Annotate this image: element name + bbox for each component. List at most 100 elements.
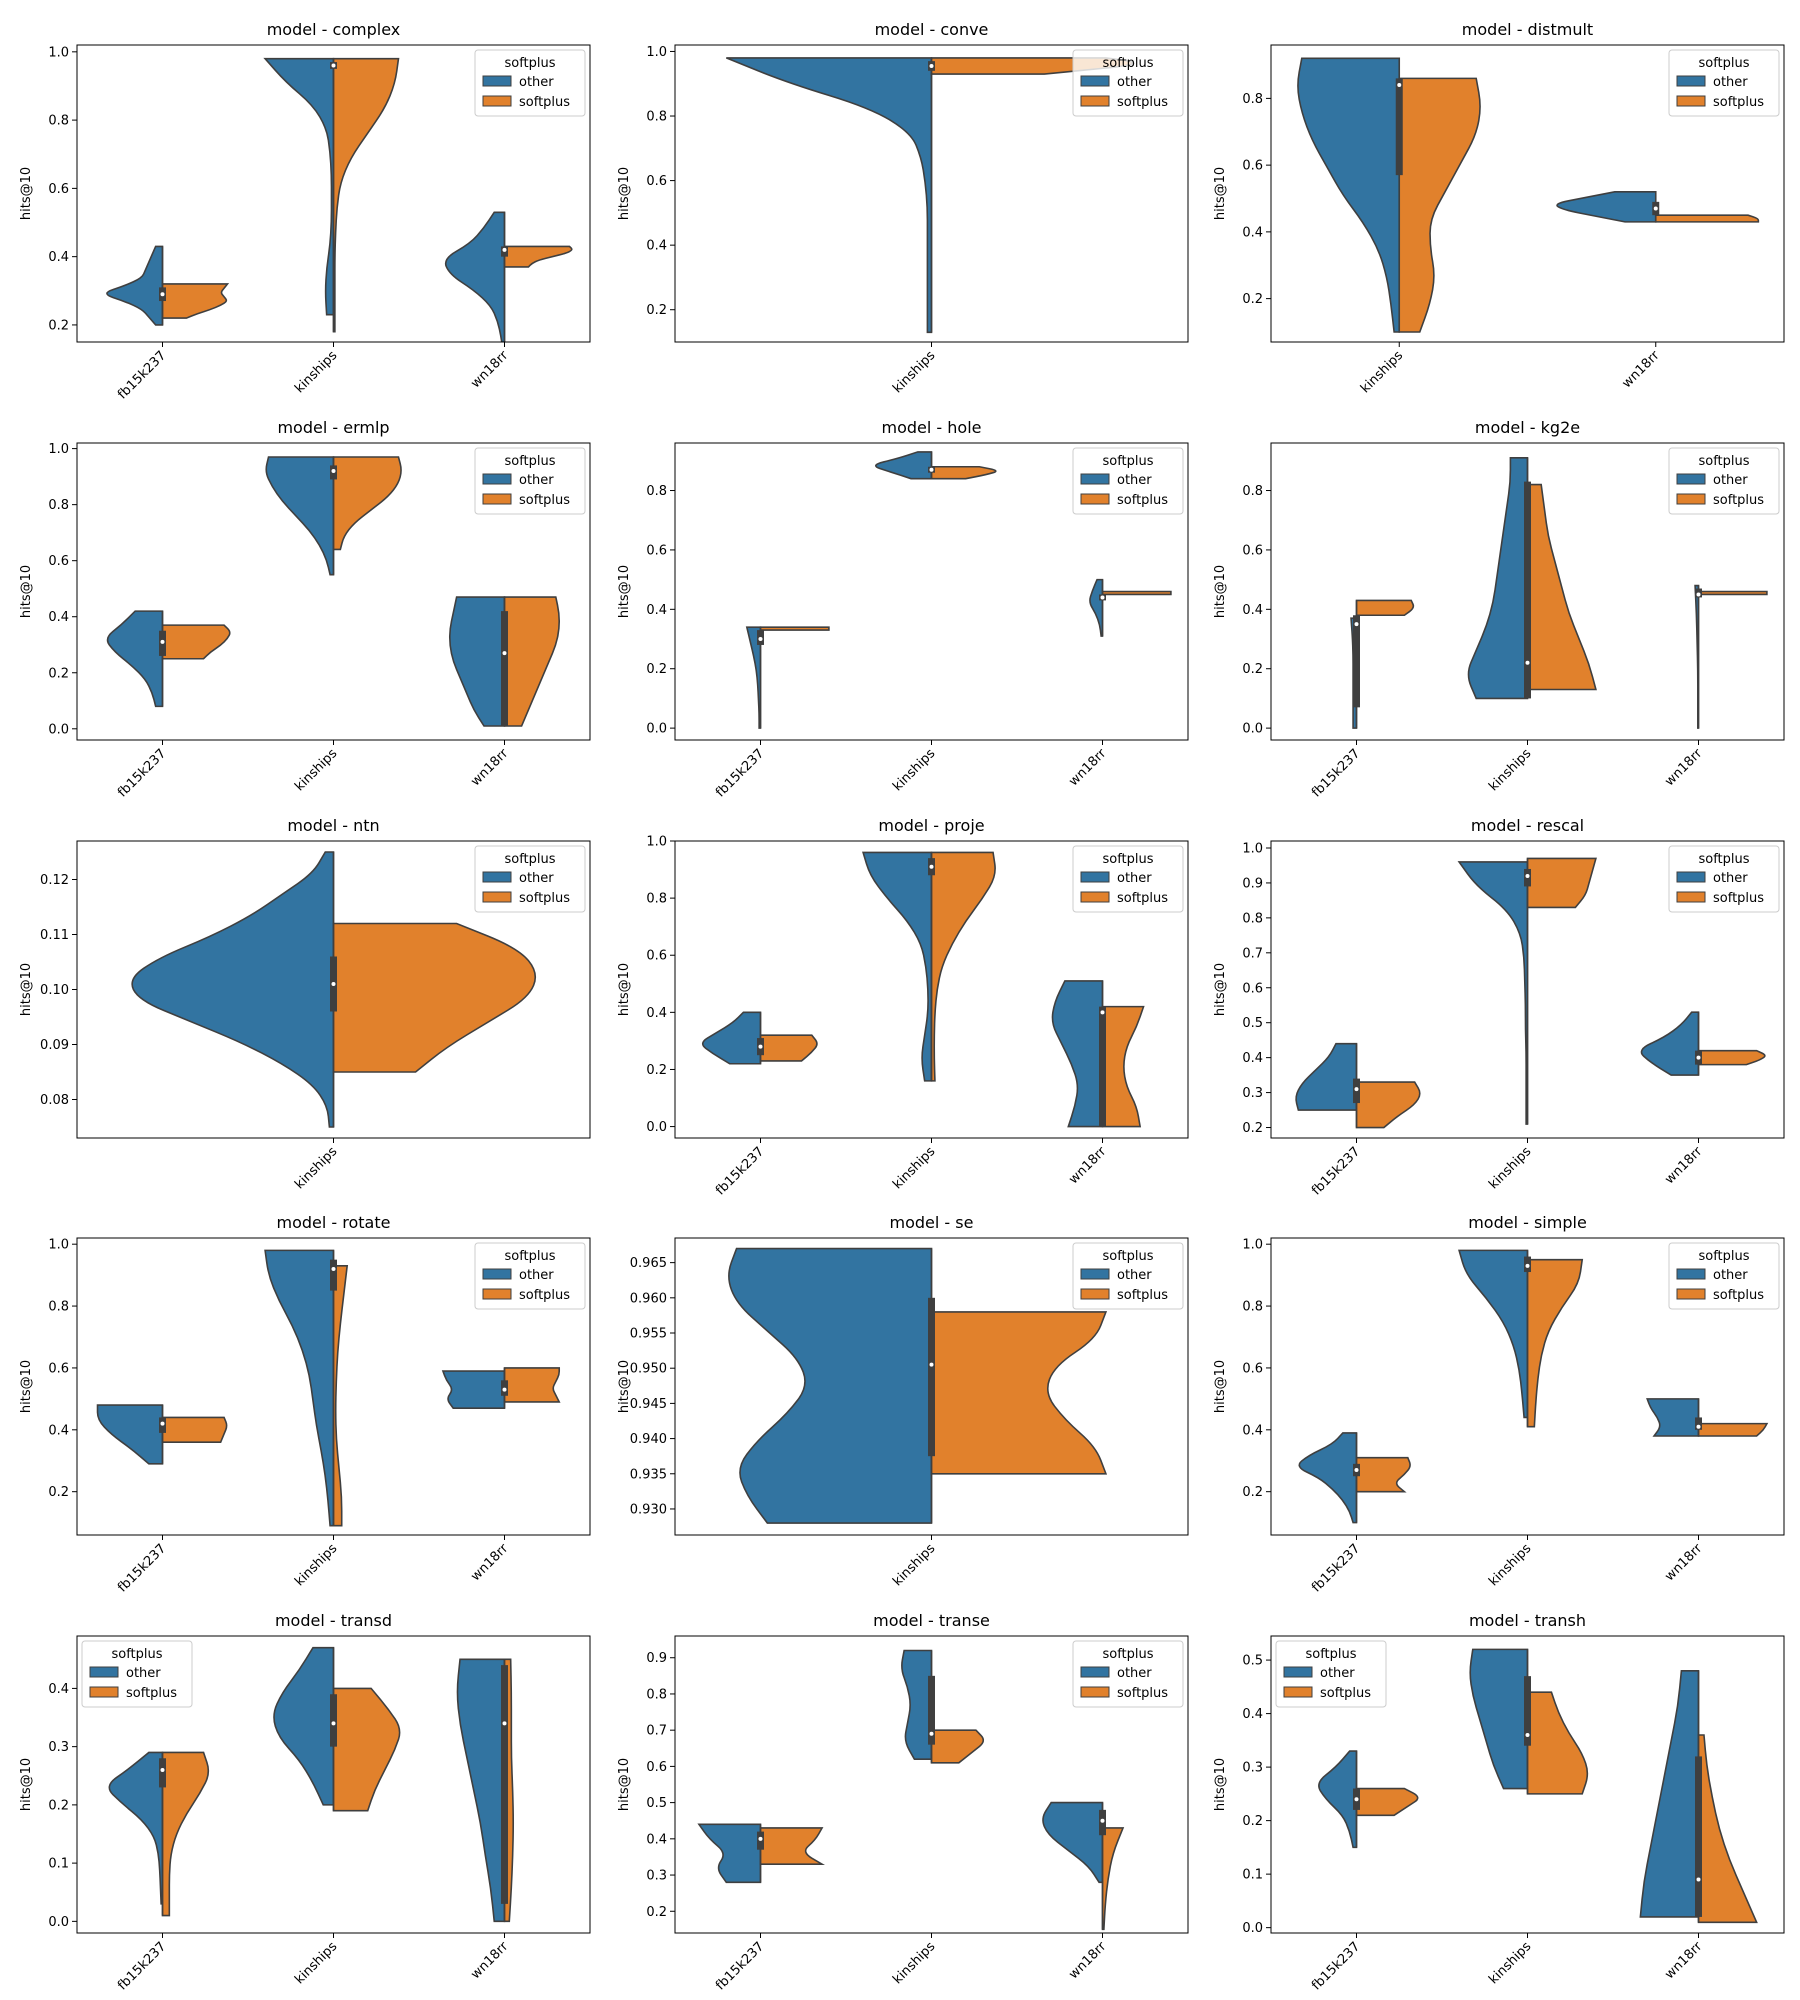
legend-label-other: other (519, 75, 554, 90)
legend-label-other: other (1117, 871, 1152, 886)
y-tick-label: 0.0 (48, 722, 69, 737)
y-tick-label: 0.2 (1242, 1121, 1263, 1136)
median-marker (929, 1362, 934, 1367)
median-marker (1696, 1877, 1701, 1882)
violin-other-wn18rr (444, 211, 506, 342)
median-marker (1354, 1087, 1359, 1092)
violin-other-wn18rr (1640, 1011, 1700, 1076)
legend-label-softplus: softplus (1117, 1686, 1168, 1701)
legend-label-softplus: softplus (1320, 1686, 1371, 1701)
legend-swatch-softplus (89, 1686, 119, 1698)
legend-title: softplus (1698, 454, 1749, 469)
violin-softplus-fb15k237 (759, 626, 830, 631)
y-tick-label: 0.8 (48, 114, 69, 129)
panel-complex: model - complex hits@10 0.2 0.4 0.6 0.8 1.0 fb1… (19, 20, 591, 402)
legend-swatch-softplus (482, 493, 512, 505)
y-tick-label: 0.4 (1242, 603, 1263, 618)
y-tick-label: 0.8 (48, 498, 69, 513)
y-tick-label: 0.4 (1242, 1707, 1263, 1722)
panel-transh: model - transh hits@10 0.0 0.1 0.2 0.3 0.4 0.5 f… (1213, 1611, 1785, 1993)
x-tick-label: kinships (890, 1144, 938, 1192)
median-marker (502, 247, 507, 252)
x-tick-label: fb15k237 (115, 1939, 169, 1993)
median-marker (929, 864, 934, 869)
x-tick-label: fb15k237 (1309, 1939, 1363, 1993)
y-tick-label: 0.8 (48, 1300, 69, 1315)
legend: softplus other softplus (474, 1242, 586, 1310)
axes-frame (76, 44, 591, 343)
axes-frame (674, 1635, 1189, 1934)
iqr-box (928, 1297, 935, 1457)
y-axis-label: hits@10 (19, 1360, 34, 1413)
y-tick-label: 0.2 (48, 1485, 69, 1500)
violins (701, 851, 1145, 1128)
legend-swatch-softplus (1080, 95, 1110, 107)
x-tick-label: kinships (292, 1541, 340, 1589)
legend-swatch-other (1283, 1666, 1313, 1678)
y-tick-label: 0.6 (646, 543, 667, 558)
violin-other-kinships (1458, 1249, 1529, 1419)
violin-other-fb15k237 (697, 1823, 762, 1884)
legend-label-softplus: softplus (1117, 891, 1168, 906)
violin-softplus-wn18rr (503, 596, 561, 727)
median-marker (758, 1044, 763, 1049)
legend: softplus other softplus (1072, 1242, 1184, 1310)
median-marker (929, 467, 934, 472)
y-tick-label: 0.4 (646, 603, 667, 618)
x-tick-label: wn18rr (1620, 348, 1664, 392)
median-marker (1653, 206, 1658, 211)
axes-frame (1270, 840, 1785, 1139)
legend-label-other: other (1117, 1268, 1152, 1283)
x-tick-label: fb15k237 (713, 746, 767, 800)
panel-ntn: model - ntn hits@10 0.08 0.09 0.10 0.11 0.12 ki… (19, 816, 591, 1192)
y-tick-label: 0.09 (40, 1038, 69, 1053)
y-tick-label: 0.4 (48, 610, 69, 625)
x-tick-label: kinships (890, 746, 938, 794)
panel-title: model - kg2e (1475, 418, 1580, 437)
y-axis-label: hits@10 (1213, 167, 1228, 220)
y-tick-label: 1.0 (48, 1238, 69, 1253)
y-tick-label: 0.0 (646, 722, 667, 737)
legend-label-other: other (126, 1666, 161, 1681)
legend-label-softplus: softplus (519, 891, 570, 906)
y-tick-label: 0.0 (48, 1915, 69, 1930)
panel-simple: model - simple hits@10 0.2 0.4 0.6 0.8 1.0 fb15… (1213, 1213, 1785, 1595)
median-marker (331, 982, 336, 986)
y-tick-label: 0.2 (48, 1798, 69, 1813)
panel-title: model - rotate (277, 1213, 391, 1232)
legend-label-other: other (1117, 1666, 1152, 1681)
y-tick-label: 0.3 (1242, 1761, 1263, 1776)
legend-label-other: other (1117, 473, 1152, 488)
x-tick-label: fb15k237 (115, 348, 169, 402)
legend: softplus other softplus (1668, 49, 1780, 117)
panel-rotate: model - rotate hits@10 0.2 0.4 0.6 0.8 1.0 fb15… (19, 1213, 591, 1595)
violin-other-wn18rr (1042, 1801, 1104, 1884)
y-tick-label: 0.10 (40, 983, 69, 998)
x-tick-label: fb15k237 (1309, 1144, 1363, 1198)
violins (96, 1249, 561, 1527)
legend-swatch-other (1080, 1268, 1110, 1280)
y-axis-label: hits@10 (1213, 963, 1228, 1016)
y-tick-label: 0.4 (1242, 1423, 1263, 1438)
axes-frame (76, 1237, 591, 1536)
iqr-box (330, 1694, 337, 1747)
legend-label-softplus: softplus (519, 493, 570, 508)
x-tick-label: kinships (890, 1541, 938, 1589)
median-marker (1100, 595, 1105, 600)
y-tick-label: 0.2 (1242, 1485, 1263, 1500)
violin-softplus-kinships (930, 1729, 985, 1764)
violin-other-kinships (875, 451, 933, 480)
legend-swatch-softplus (482, 1288, 512, 1300)
axes-frame (76, 840, 591, 1139)
violins (106, 57, 573, 342)
violin-other-fb15k237 (1318, 1750, 1358, 1849)
x-tick-label: wn18rr (1662, 1939, 1706, 1983)
median-marker (160, 1421, 165, 1426)
panel-title: model - proje (878, 816, 984, 835)
violins (1318, 1648, 1758, 1924)
y-axis-label: hits@10 (617, 167, 632, 220)
legend-label-softplus: softplus (1713, 493, 1764, 508)
panel-title: model - se (890, 1213, 974, 1232)
y-tick-label: 1.0 (1242, 1238, 1263, 1253)
